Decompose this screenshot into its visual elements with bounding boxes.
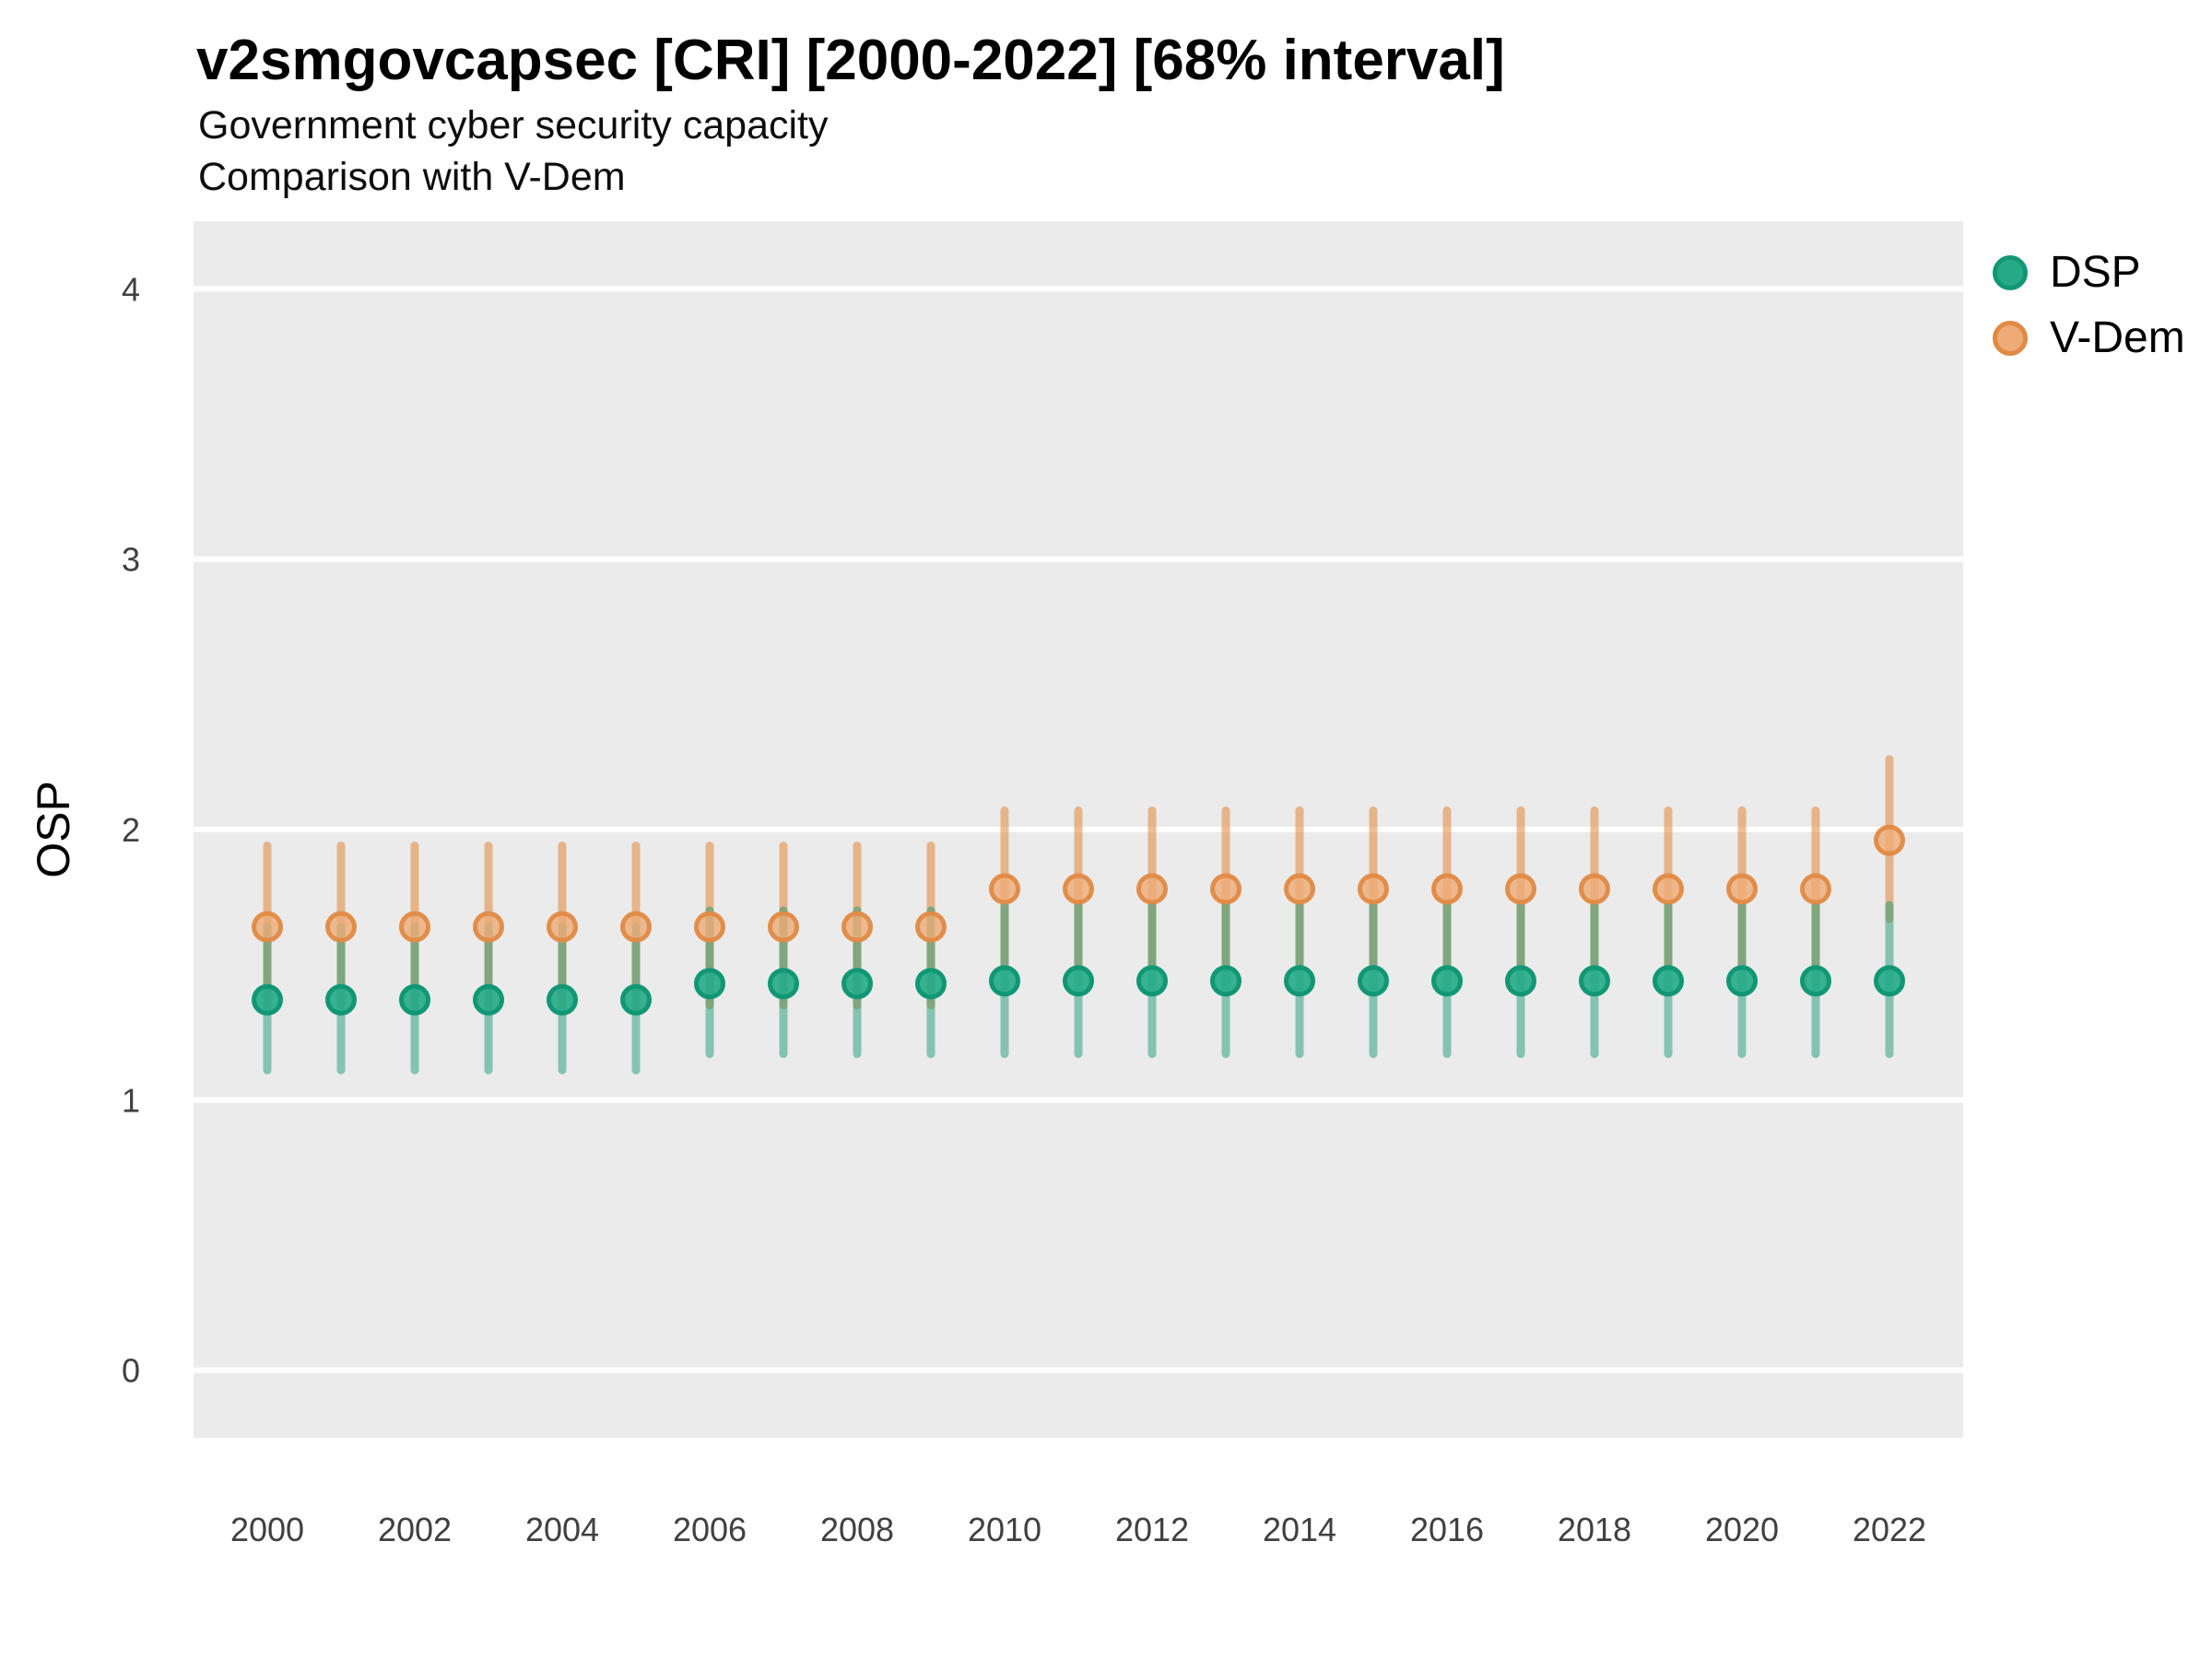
dsp-point-2006 [694, 968, 725, 1000]
dsp-point-2007 [768, 968, 799, 1000]
x-tick-label-2018: 2018 [1558, 1511, 1631, 1548]
x-tick-label-2020: 2020 [1705, 1511, 1779, 1548]
legend-label-vdem: V-Dem [2050, 313, 2185, 362]
dsp-point-2018 [1579, 965, 1610, 997]
x-tick-label-2016: 2016 [1410, 1511, 1484, 1548]
dsp-point-2001 [325, 983, 357, 1016]
y-tick-label-3: 3 [122, 541, 140, 579]
dsp-point-2017 [1505, 965, 1536, 997]
dsp-point-2020 [1726, 965, 1758, 997]
vdem-legend-dot-icon [1993, 320, 2028, 356]
v-dem-point-2015 [1358, 873, 1389, 905]
legend-item-vdem: V-Dem [1993, 312, 2185, 363]
v-dem-point-2019 [1653, 873, 1684, 905]
dsp-point-2016 [1431, 965, 1463, 997]
dsp-point-2010 [989, 965, 1020, 997]
y-tick-label-0: 0 [122, 1352, 140, 1390]
chart-subtitle-line2: Comparison with V-Dem [198, 155, 626, 199]
x-tick-label-2010: 2010 [968, 1511, 1041, 1548]
v-dem-point-2021 [1800, 873, 1831, 905]
dsp-point-2022 [1874, 965, 1905, 997]
dsp-point-2012 [1136, 965, 1168, 997]
x-tick-label-2004: 2004 [525, 1511, 599, 1548]
v-dem-point-2003 [473, 911, 504, 943]
v-dem-point-2017 [1505, 873, 1536, 905]
v-dem-point-2005 [620, 911, 652, 943]
v-dem-point-2014 [1284, 873, 1315, 905]
x-tick-label-2012: 2012 [1115, 1511, 1189, 1548]
x-tick-label-2002: 2002 [378, 1511, 452, 1548]
y-tick-label-1: 1 [122, 1081, 140, 1119]
chart-title: v2smgovcapsec [CRI] [2000-2022] [68% int… [196, 29, 1505, 92]
v-dem-point-2020 [1726, 873, 1758, 905]
v-dem-point-2001 [325, 911, 357, 943]
v-dem-point-2011 [1063, 873, 1094, 905]
x-tick-label-2014: 2014 [1263, 1511, 1336, 1548]
x-tick-label-2008: 2008 [820, 1511, 894, 1548]
v-dem-point-2000 [252, 911, 283, 943]
v-dem-point-2022 [1874, 824, 1905, 856]
dsp-point-2008 [841, 968, 873, 1000]
dsp-point-2011 [1063, 965, 1094, 997]
v-dem-point-2002 [399, 911, 430, 943]
v-dem-point-2013 [1210, 873, 1241, 905]
x-tick-label-2000: 2000 [230, 1511, 304, 1548]
dsp-point-2002 [399, 983, 430, 1016]
v-dem-point-2012 [1136, 873, 1168, 905]
x-tick-label-2006: 2006 [673, 1511, 747, 1548]
chart-subtitle-line1: Government cyber security capacity [198, 103, 829, 147]
y-tick-label-2: 2 [122, 811, 140, 849]
v-dem-point-2016 [1431, 873, 1463, 905]
v-dem-point-2006 [694, 911, 725, 943]
v-dem-point-2018 [1579, 873, 1610, 905]
v-dem-point-2004 [547, 911, 578, 943]
dsp-point-2000 [252, 983, 283, 1016]
legend: DSP V-Dem [1993, 247, 2185, 363]
x-tick-label-2022: 2022 [1853, 1511, 1926, 1548]
dsp-legend-dot-icon [1993, 254, 2028, 290]
dsp-point-2009 [915, 968, 947, 1000]
dsp-point-2021 [1800, 965, 1831, 997]
v-dem-point-2007 [768, 911, 799, 943]
v-dem-point-2008 [841, 911, 873, 943]
dsp-point-2015 [1358, 965, 1389, 997]
v-dem-point-2009 [915, 911, 947, 943]
dsp-point-2013 [1210, 965, 1241, 997]
dsp-point-2014 [1284, 965, 1315, 997]
dsp-point-2005 [620, 983, 652, 1016]
v-dem-point-2010 [989, 873, 1020, 905]
legend-item-dsp: DSP [1993, 247, 2185, 298]
y-axis-title: OSP [28, 781, 79, 878]
dsp-point-2019 [1653, 965, 1684, 997]
legend-label-dsp: DSP [2050, 248, 2141, 297]
y-tick-label-4: 4 [122, 270, 140, 308]
dsp-point-2003 [473, 983, 504, 1016]
dsp-point-2004 [547, 983, 578, 1016]
